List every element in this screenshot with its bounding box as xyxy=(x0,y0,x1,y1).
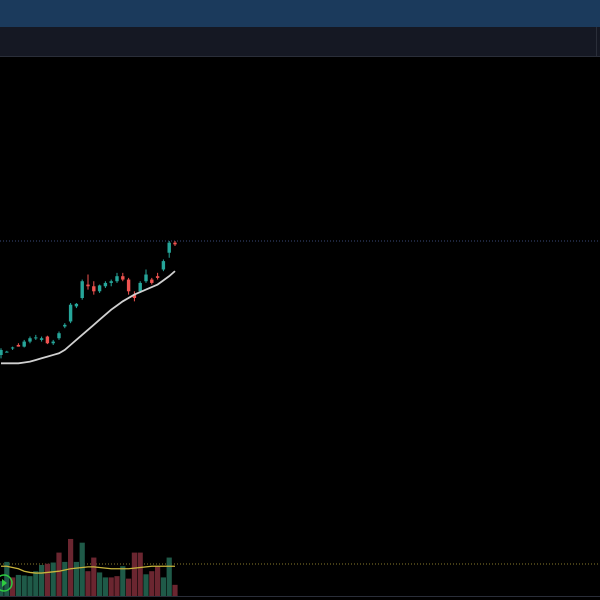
candlestick-series xyxy=(0,241,177,359)
volume-bar xyxy=(114,576,120,596)
volume-bar xyxy=(10,577,16,596)
candle xyxy=(132,291,137,302)
top-bar xyxy=(0,0,600,27)
candle xyxy=(86,274,90,290)
bottom-border xyxy=(0,596,600,597)
volume-bar xyxy=(126,578,132,596)
chart-toolbar xyxy=(0,27,600,57)
candle xyxy=(10,346,15,350)
volume-bar xyxy=(172,584,178,596)
candle xyxy=(97,284,102,293)
candle xyxy=(121,272,125,282)
volume-bar xyxy=(79,542,85,596)
candle xyxy=(5,350,9,353)
candle xyxy=(16,343,21,347)
volume-bar xyxy=(68,538,74,596)
moving-average-line xyxy=(1,270,176,365)
candle xyxy=(138,281,142,293)
volume-bars xyxy=(0,538,178,596)
candle xyxy=(22,339,26,348)
candle xyxy=(51,339,55,345)
volume-bar xyxy=(73,561,79,596)
candle xyxy=(144,269,148,283)
volume-bar xyxy=(108,577,114,596)
volume-bar xyxy=(4,561,10,596)
candle xyxy=(150,277,154,285)
volume-average-line xyxy=(1,565,175,574)
candle xyxy=(28,336,32,344)
replay-marker-icon[interactable] xyxy=(0,574,13,592)
volume-bar xyxy=(102,577,108,596)
volume-bar xyxy=(44,563,50,596)
candle xyxy=(34,334,38,340)
chart-area[interactable] xyxy=(0,58,600,600)
volume-bar xyxy=(91,557,97,596)
volume-bar xyxy=(15,574,21,596)
candle xyxy=(92,281,96,295)
candle xyxy=(74,303,79,309)
candle xyxy=(63,323,67,329)
volume-bar xyxy=(50,562,56,596)
candle xyxy=(68,303,73,324)
candle xyxy=(57,331,61,340)
volume-bar xyxy=(56,552,62,596)
volume-bar xyxy=(166,557,172,596)
candle xyxy=(173,241,177,247)
volume-bar xyxy=(143,574,149,596)
volume-bar xyxy=(21,575,27,596)
volume-bar xyxy=(149,571,155,596)
candle xyxy=(45,335,50,345)
candle xyxy=(103,281,108,288)
candle xyxy=(0,348,3,359)
candle xyxy=(167,241,171,258)
volume-bar xyxy=(62,561,68,596)
volume-bar xyxy=(39,565,45,596)
candle xyxy=(109,279,113,287)
volume-bar xyxy=(155,566,161,596)
candle xyxy=(155,272,160,280)
volume-bar xyxy=(33,571,39,596)
volume-bar xyxy=(0,581,4,596)
candle xyxy=(115,272,119,283)
candle xyxy=(126,277,131,295)
volume-bar xyxy=(131,552,137,596)
candle xyxy=(80,279,84,300)
toolbar-divider xyxy=(596,27,597,56)
volume-bar xyxy=(137,552,143,596)
candle xyxy=(161,259,166,272)
volume-bar xyxy=(85,571,91,596)
volume-bar xyxy=(27,576,33,596)
volume-bar xyxy=(160,577,166,596)
volume-bar xyxy=(120,566,126,596)
candle xyxy=(39,336,44,342)
volume-bar xyxy=(97,572,103,596)
